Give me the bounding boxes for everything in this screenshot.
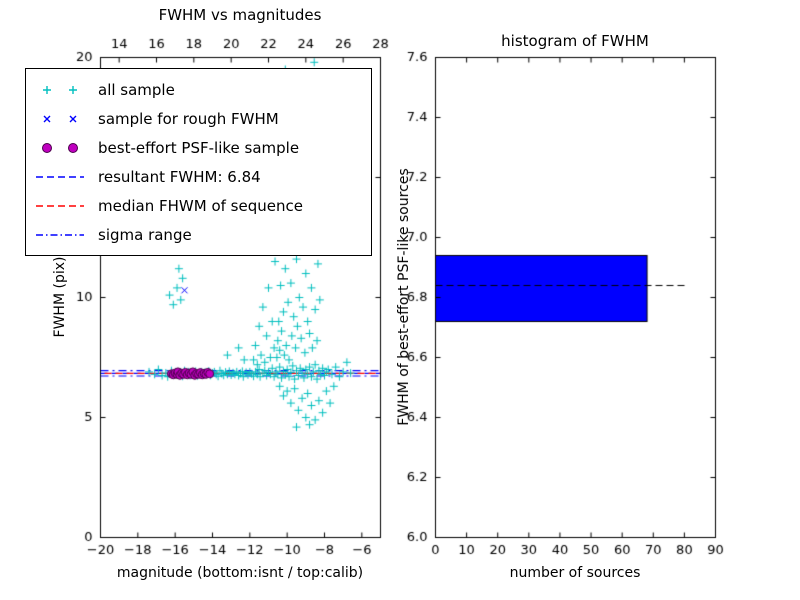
legend-entry-label: best-effort PSF-like sample [98,138,300,157]
legend-entry-label: sample for rough FWHM [98,109,279,128]
right-plot-title: histogram of FWHM [501,32,649,50]
dot-marker-icon [42,142,78,153]
legend-entry: sigma range [34,220,363,249]
legend-entry: best-effort PSF-like sample [34,133,363,162]
legend-entry: median FHWM of sequence [34,191,363,220]
legend-entry-label: median FHWM of sequence [98,196,303,215]
legend-entry-label: all sample [98,80,175,99]
plus-marker-icon [43,85,77,94]
dashed-marker-icon [36,175,84,178]
legend-entry-label: sigma range [98,225,192,244]
dashdot-marker-icon [36,233,84,236]
right-y-axis-label: FWHM of best-effort PSF-like sources [396,168,412,426]
legend-entry: sample for rough FWHM [34,104,363,133]
legend-entry-label: resultant FWHM: 6.84 [98,167,261,186]
legend: all sample sample for rough FWHM best-effo… [25,68,372,256]
left-x-axis-label: magnitude (bottom:isnt / top:calib) [116,565,364,581]
dashed-marker-icon [36,204,84,207]
legend-entry: all sample [34,75,363,104]
cross-marker-icon [43,115,77,122]
right-x-axis-label: number of sources [509,565,641,581]
legend-entry: resultant FWHM: 6.84 [34,162,363,191]
left-y-axis-label: FWHM (pix) [52,256,68,338]
left-plot-title: FWHM vs magnitudes [158,6,322,24]
